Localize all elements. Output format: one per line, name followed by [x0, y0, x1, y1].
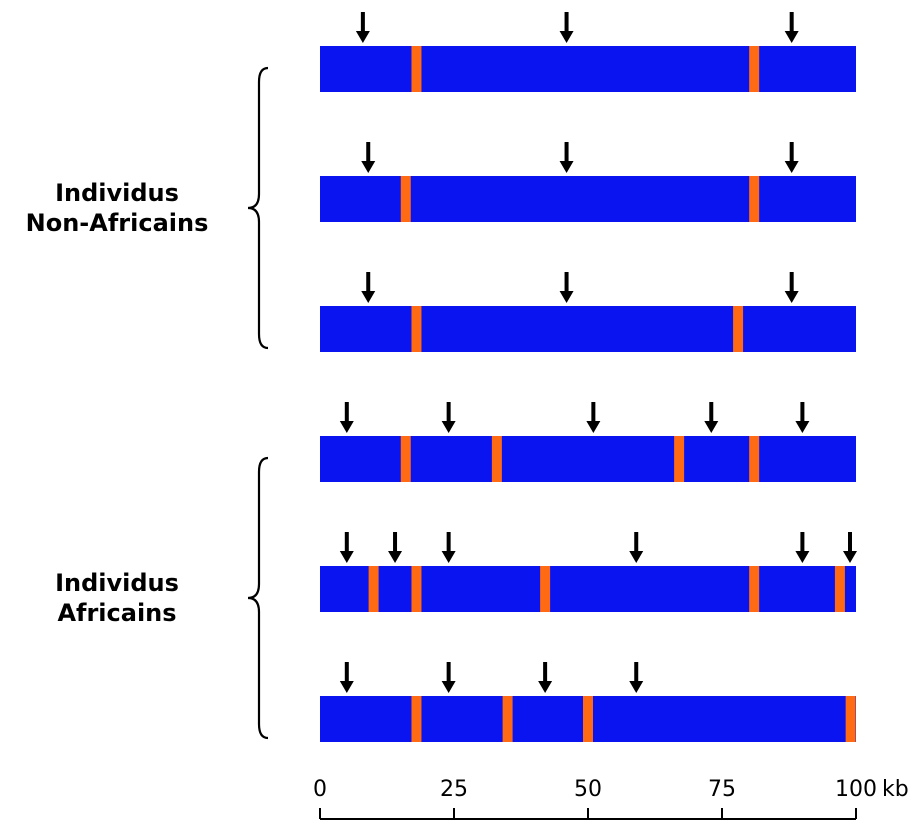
individual-row-2-2 [320, 532, 857, 612]
recombination-band [540, 566, 551, 612]
curly-brace-icon [247, 456, 269, 740]
down-arrow-icon [629, 662, 644, 693]
axis-unit: kb [882, 777, 909, 802]
down-arrow-icon [361, 142, 376, 173]
chromosome-segment [320, 566, 856, 612]
recombination-band [411, 566, 422, 612]
individual-row-2-1 [320, 402, 856, 482]
chromosome-segment [320, 176, 856, 222]
down-arrow-icon [559, 12, 574, 43]
down-arrow-icon [441, 532, 456, 563]
individual-rows [320, 12, 857, 742]
curly-brace-icon [247, 66, 269, 350]
recombination-band [834, 566, 845, 612]
down-arrow-icon [795, 532, 810, 563]
recombination-band [583, 696, 593, 742]
down-arrow-icon [355, 12, 370, 43]
individual-row-1-1 [320, 12, 856, 92]
group-label-line: Non-Africains [26, 209, 209, 237]
individual-row-1-3 [320, 272, 856, 352]
group-label-line: Individus [55, 179, 179, 207]
down-arrow-icon [784, 142, 799, 173]
down-arrow-icon [339, 402, 354, 433]
group-label-line: Africains [57, 599, 176, 627]
down-arrow-icon [441, 402, 456, 433]
down-arrow-icon [704, 402, 719, 433]
individual-row-1-2 [320, 142, 856, 222]
recombination-band [502, 696, 513, 742]
down-arrow-icon [559, 272, 574, 303]
chromosome-segment [320, 306, 856, 352]
recombination-band [674, 436, 685, 482]
recombination-band [400, 176, 411, 222]
tick-label: 25 [440, 777, 468, 802]
recombination-band [368, 566, 379, 612]
recombination-band [411, 696, 422, 742]
recombination-band [749, 46, 760, 92]
recombination-band [749, 436, 760, 482]
recombination-band [749, 566, 760, 612]
chromosome-segment [320, 46, 856, 92]
recombination-band [491, 436, 502, 482]
chromosome-segment [320, 436, 856, 482]
tick-label: 75 [708, 777, 736, 802]
recombination-band [749, 176, 760, 222]
recombination-band [845, 696, 856, 742]
tick-label: 0 [313, 777, 327, 802]
down-arrow-icon [795, 402, 810, 433]
tick-label: 50 [574, 777, 602, 802]
recombination-band [411, 306, 422, 352]
group-label-line: Individus [55, 569, 179, 597]
down-arrow-icon [441, 662, 456, 693]
down-arrow-icon [339, 532, 354, 563]
down-arrow-icon [361, 272, 376, 303]
recombination-band [733, 306, 744, 352]
individual-row-2-3 [320, 662, 856, 742]
down-arrow-icon [629, 532, 644, 563]
down-arrow-icon [586, 402, 601, 433]
down-arrow-icon [784, 12, 799, 43]
down-arrow-icon [339, 662, 354, 693]
recombination-band [400, 436, 411, 482]
recombination-band [411, 46, 422, 92]
down-arrow-icon [559, 142, 574, 173]
scale-axis: 0 25 50 75 100 kb [313, 777, 909, 820]
down-arrow-icon [784, 272, 799, 303]
down-arrow-icon [388, 532, 403, 563]
down-arrow-icon [843, 532, 857, 563]
tick-label: 100 [835, 777, 877, 802]
down-arrow-icon [538, 662, 553, 693]
